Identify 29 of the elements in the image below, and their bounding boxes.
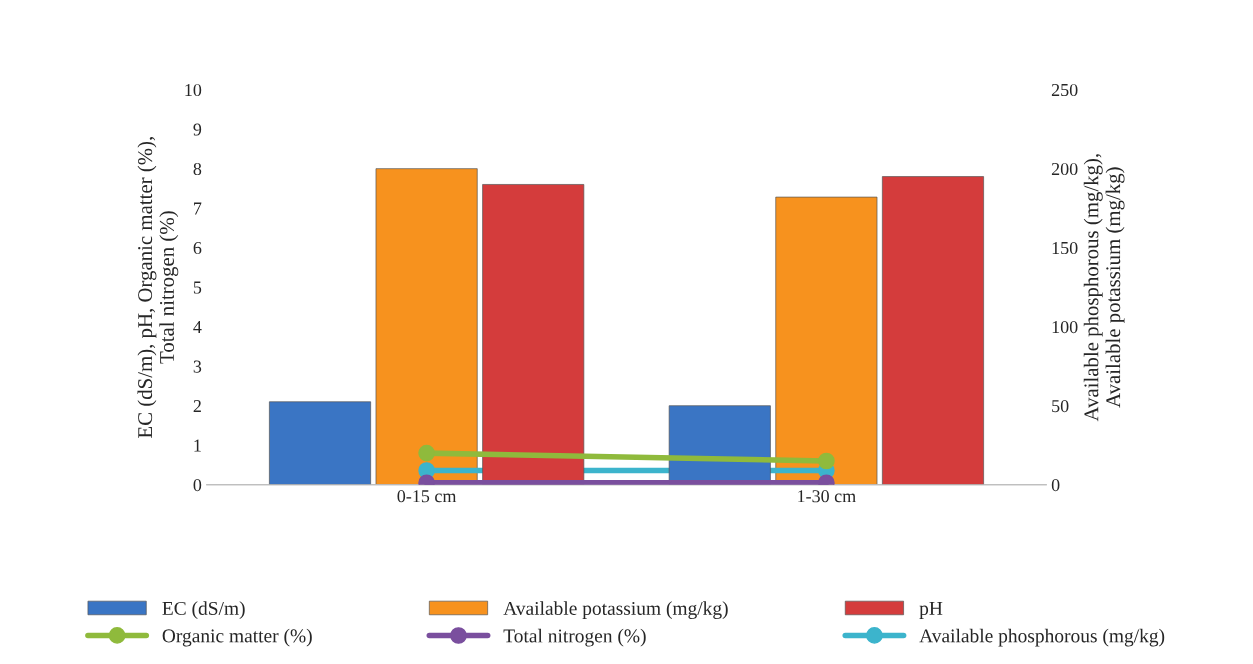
y-axis-title: EC (dS/m), pH, Organic matter (%), Total nitrogen (%) (137, 137, 179, 438)
y-tick-label: 8 (193, 162, 202, 176)
y2-tick-label: 200 (1051, 162, 1078, 176)
y2-tick-label: 150 (1052, 241, 1078, 255)
legend-label: Available potassium (mg/kg) (503, 601, 728, 619)
y-tick-label: 10 (185, 83, 202, 97)
legend-label: EC (dS/m) (162, 601, 245, 619)
y2-tick-label: 50 (1052, 399, 1069, 413)
y-tick-label: 5 (193, 281, 202, 294)
y-tick-label: 7 (194, 202, 202, 215)
y-tick-label: 6 (193, 241, 202, 255)
y-tick-label: 3 (193, 360, 202, 373)
legend-label: Total nitrogen (%) (503, 628, 646, 647)
y-tick-label: 1 (194, 439, 201, 452)
y-tick-label: 0 (193, 478, 202, 492)
bar (882, 176, 984, 485)
y-tick-label: 9 (193, 123, 202, 136)
legend-label: pH (919, 602, 943, 619)
y2-tick-label: 250 (1051, 83, 1078, 97)
y-tick-label: 2 (193, 400, 201, 412)
y2-axis-title: Available phosphorous (mg/kg), Available potassium (mg/kg) (1083, 154, 1125, 422)
y2-tick-label: 100 (1052, 320, 1078, 334)
bar (269, 401, 371, 485)
x-tick-label: 0-15 cm (397, 490, 457, 503)
y-tick-label: 4 (193, 321, 202, 333)
legend-label: Organic matter (%) (162, 628, 312, 647)
y2-tick-label: 0 (1051, 478, 1060, 492)
x-tick-label: 1-30 cm (798, 490, 856, 503)
legend-label: Available phosphorous (mg/kg) (919, 628, 1165, 647)
